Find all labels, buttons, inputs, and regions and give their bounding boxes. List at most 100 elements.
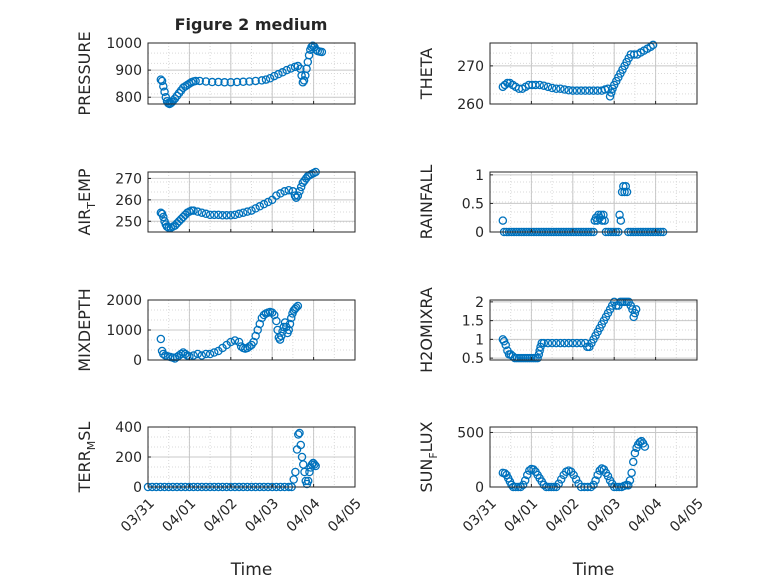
data-point xyxy=(589,480,598,490)
data-point xyxy=(201,209,211,219)
data-point xyxy=(593,470,602,480)
data-point xyxy=(616,216,626,225)
data-point xyxy=(568,338,578,348)
data-point xyxy=(307,460,317,469)
x-tick-label: 04/03 xyxy=(242,496,282,536)
data-point xyxy=(547,83,557,93)
data-point xyxy=(619,182,628,191)
data-point xyxy=(205,349,215,359)
data-point xyxy=(501,340,510,350)
data-point xyxy=(569,470,578,480)
data-point xyxy=(625,476,635,485)
y-axis-label: AIRTEMP xyxy=(75,168,98,235)
y-axis-label: THETA xyxy=(417,48,436,100)
x-tick-label: 04/05 xyxy=(667,496,707,536)
data-point xyxy=(272,191,281,200)
data-point xyxy=(294,430,303,439)
data-point xyxy=(295,428,304,438)
data-point xyxy=(608,84,617,94)
x-tick-label: 04/02 xyxy=(201,496,241,536)
data-point xyxy=(560,338,569,348)
data-point xyxy=(300,467,309,477)
data-point xyxy=(303,476,313,486)
axes-box xyxy=(489,171,698,233)
data-point xyxy=(535,80,544,90)
data-point xyxy=(207,77,217,87)
figure-title: Figure 2 medium xyxy=(175,15,328,34)
data-point xyxy=(305,467,314,477)
data-point xyxy=(572,338,582,348)
y-tick-label: 200 xyxy=(115,450,142,466)
data-point xyxy=(166,98,176,108)
data-point xyxy=(236,342,246,351)
data-point xyxy=(564,86,573,95)
y-tick-label: 2 xyxy=(475,295,484,311)
data-point xyxy=(285,319,295,329)
data-point xyxy=(543,82,553,92)
data-point xyxy=(245,77,254,86)
y-axis-label: H2OMIXRA xyxy=(417,287,436,373)
data-point xyxy=(238,77,248,87)
data-point xyxy=(159,212,168,222)
y-axis-label: TERRMSL xyxy=(75,422,98,494)
y-axis-label: PRESSURE xyxy=(75,31,94,115)
subplot-pressure: 800 900 1000 PRESSURE xyxy=(75,31,356,116)
data-point xyxy=(311,461,320,471)
data-point xyxy=(556,475,566,484)
data-point xyxy=(572,86,582,95)
data-point xyxy=(291,303,301,312)
data-point xyxy=(500,80,510,90)
data-point xyxy=(220,78,229,87)
data-point xyxy=(275,335,285,344)
x-tick-label: 04/04 xyxy=(626,496,666,536)
data-point xyxy=(209,210,219,220)
data-point xyxy=(193,207,202,216)
data-point xyxy=(533,353,542,363)
data-point xyxy=(195,76,204,86)
data-point xyxy=(295,187,304,196)
data-point xyxy=(560,85,569,94)
data-point xyxy=(630,308,640,318)
data-point xyxy=(498,82,508,92)
data-point xyxy=(498,216,508,225)
data-point xyxy=(181,349,190,359)
data-point xyxy=(551,84,561,94)
subplot-mixdepth: 0 1000 2000 MIXDEPTH xyxy=(75,288,356,372)
data-point xyxy=(531,80,540,90)
data-point xyxy=(160,87,169,97)
data-point xyxy=(631,305,641,314)
data-point xyxy=(263,197,273,207)
data-point xyxy=(551,338,561,348)
x-tick-label: 04/01 xyxy=(159,496,199,536)
data-point xyxy=(525,466,534,475)
data-point xyxy=(191,76,200,86)
data-point xyxy=(293,61,303,71)
y-tick-label: 270 xyxy=(457,59,484,75)
y-axis-label: RAINFALL xyxy=(417,165,436,240)
data-point xyxy=(603,471,613,481)
y-tick-label: 0 xyxy=(133,353,142,369)
data-point xyxy=(243,207,252,216)
y-tick-label: 2000 xyxy=(106,293,142,309)
data-point xyxy=(539,480,549,490)
data-point xyxy=(284,185,294,195)
data-point xyxy=(568,86,578,95)
data-point xyxy=(259,199,269,209)
data-point xyxy=(503,78,512,88)
data-point xyxy=(556,338,565,348)
data-point xyxy=(293,301,303,311)
data-point xyxy=(272,316,281,326)
data-point xyxy=(274,69,283,79)
data-point xyxy=(257,76,267,85)
x-tick-label: 03/31 xyxy=(118,496,158,536)
data-point xyxy=(520,476,530,485)
y-tick-label: 1 xyxy=(475,332,484,348)
data-point xyxy=(293,191,303,200)
data-point xyxy=(205,210,215,220)
y-tick-label: 250 xyxy=(115,214,142,230)
axes-box xyxy=(489,42,698,105)
data-point xyxy=(176,349,186,359)
data-point xyxy=(251,76,260,86)
y-tick-label: 260 xyxy=(115,193,142,209)
data-point xyxy=(193,349,202,359)
